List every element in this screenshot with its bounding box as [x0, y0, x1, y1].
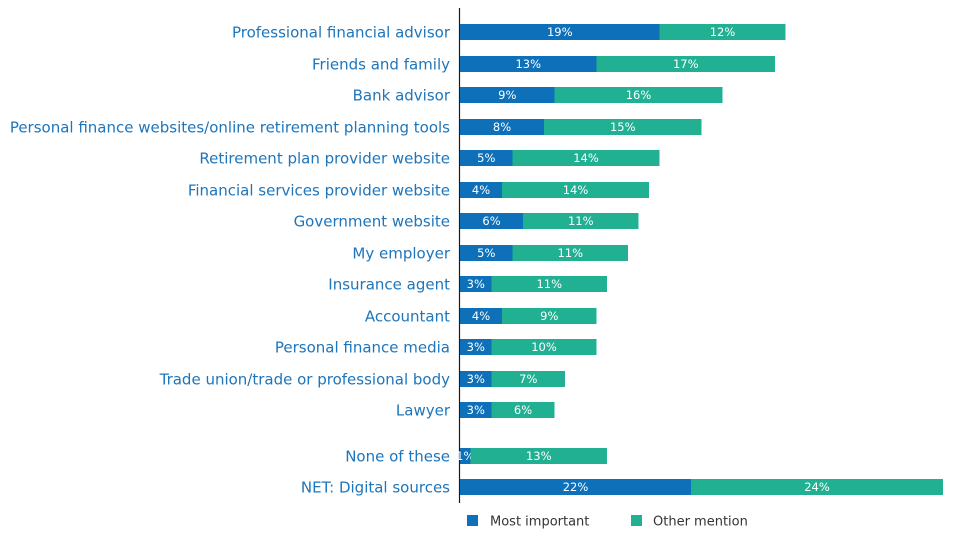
- legend-label-most-important: Most important: [490, 515, 589, 530]
- category-label-personal-finance-media: Personal finance media: [275, 339, 450, 357]
- bar-most-important-accountant: [460, 308, 502, 324]
- legend-label-other-mention: Other mention: [653, 515, 748, 530]
- data-label-most-important-government-website: 6%: [482, 214, 500, 228]
- bars-layer: 19% 12% 13% 17% 9% 16% 8% 15% 5% 14% 4% 14% 6% 11% 5% 1…: [456, 24, 943, 495]
- data-label-most-important-trade-union-trade-or-professional-body: 3%: [467, 372, 485, 386]
- bar-other-mention-personal-finance-websites-online-retirement-planning-tools: [544, 119, 702, 135]
- category-label-none-of-these: None of these: [345, 448, 450, 466]
- data-label-most-important-professional-financial-advisor: 19%: [547, 25, 573, 39]
- bar-most-important-trade-union-trade-or-professional-body: [460, 371, 492, 387]
- data-label-other-mention-personal-finance-websites-online-retirement-planning-tools: 15%: [610, 120, 636, 134]
- bar-most-important-insurance-agent: [460, 276, 492, 292]
- category-label-retirement-plan-provider-website: Retirement plan provider website: [199, 150, 450, 168]
- category-labels: Professional financial advisor Friends an…: [10, 24, 451, 497]
- bar-other-mention-trade-union-trade-or-professional-body: [491, 371, 565, 387]
- data-label-most-important-net-digital-sources: 22%: [563, 480, 589, 494]
- bar-most-important-financial-services-provider-website: [460, 182, 502, 198]
- category-label-my-employer: My employer: [352, 245, 450, 263]
- bar-most-important-my-employer: [460, 245, 513, 261]
- data-label-other-mention-insurance-agent: 11%: [536, 277, 562, 291]
- bar-other-mention-none-of-these: [470, 448, 607, 464]
- data-label-other-mention-financial-services-provider-website: 14%: [563, 183, 589, 197]
- data-label-other-mention-my-employer: 11%: [557, 246, 583, 260]
- bar-other-mention-net-digital-sources: [691, 479, 943, 495]
- data-label-most-important-none-of-these: 1%: [456, 449, 474, 463]
- bar-most-important-none-of-these: [460, 448, 471, 464]
- data-label-other-mention-lawyer: 6%: [514, 403, 532, 417]
- bar-other-mention-retirement-plan-provider-website: [512, 150, 660, 166]
- data-label-other-mention-government-website: 11%: [568, 214, 594, 228]
- bar-most-important-net-digital-sources: [460, 479, 691, 495]
- data-label-other-mention-accountant: 9%: [540, 309, 558, 323]
- bar-other-mention-financial-services-provider-website: [502, 182, 649, 198]
- bar-other-mention-lawyer: [491, 402, 555, 418]
- data-label-most-important-financial-services-provider-website: 4%: [472, 183, 490, 197]
- data-label-most-important-retirement-plan-provider-website: 5%: [477, 151, 495, 165]
- data-label-other-mention-bank-advisor: 16%: [626, 88, 652, 102]
- category-label-lawyer: Lawyer: [396, 402, 451, 420]
- bar-most-important-government-website: [460, 213, 523, 229]
- data-label-most-important-friends-and-family: 13%: [515, 57, 541, 71]
- legend-swatch-most-important: [467, 515, 478, 526]
- data-label-most-important-personal-finance-websites-online-retirement-planning-tools: 8%: [493, 120, 511, 134]
- data-label-other-mention-friends-and-family: 17%: [673, 57, 699, 71]
- data-label-most-important-my-employer: 5%: [477, 246, 495, 260]
- bar-most-important-personal-finance-media: [460, 339, 492, 355]
- bar-most-important-bank-advisor: [460, 87, 555, 103]
- data-label-most-important-insurance-agent: 3%: [467, 277, 485, 291]
- data-label-most-important-bank-advisor: 9%: [498, 88, 516, 102]
- category-label-government-website: Government website: [294, 213, 450, 231]
- data-label-most-important-accountant: 4%: [472, 309, 490, 323]
- category-label-friends-and-family: Friends and family: [312, 56, 450, 74]
- data-label-other-mention-none-of-these: 13%: [526, 449, 552, 463]
- category-label-financial-services-provider-website: Financial services provider website: [188, 182, 450, 200]
- data-label-other-mention-retirement-plan-provider-website: 14%: [573, 151, 599, 165]
- bar-most-important-personal-finance-websites-online-retirement-planning-tools: [460, 119, 544, 135]
- data-label-other-mention-net-digital-sources: 24%: [804, 480, 830, 494]
- bar-other-mention-professional-financial-advisor: [659, 24, 786, 40]
- category-label-professional-financial-advisor: Professional financial advisor: [232, 24, 451, 42]
- legend-swatch-other-mention: [631, 515, 642, 526]
- category-label-insurance-agent: Insurance agent: [328, 276, 450, 294]
- legend: Most important Other mention: [467, 515, 748, 530]
- category-label-accountant: Accountant: [365, 308, 450, 326]
- bar-other-mention-bank-advisor: [554, 87, 723, 103]
- bar-most-important-retirement-plan-provider-website: [460, 150, 513, 166]
- data-label-most-important-personal-finance-media: 3%: [467, 340, 485, 354]
- bar-other-mention-friends-and-family: [596, 56, 775, 72]
- bar-other-mention-accountant: [502, 308, 597, 324]
- category-label-bank-advisor: Bank advisor: [353, 87, 451, 105]
- bar-other-mention-personal-finance-media: [491, 339, 597, 355]
- data-label-most-important-lawyer: 3%: [467, 403, 485, 417]
- category-label-personal-finance-websites-online-retirement-planning-tools: Personal finance websites/online retirem…: [10, 119, 450, 137]
- bar-most-important-lawyer: [460, 402, 492, 418]
- bar-other-mention-insurance-agent: [491, 276, 607, 292]
- bar-other-mention-government-website: [523, 213, 639, 229]
- bar-other-mention-my-employer: [512, 245, 628, 261]
- data-label-other-mention-personal-finance-media: 10%: [531, 340, 557, 354]
- data-label-other-mention-professional-financial-advisor: 12%: [710, 25, 736, 39]
- data-label-other-mention-trade-union-trade-or-professional-body: 7%: [519, 372, 537, 386]
- bar-most-important-professional-financial-advisor: [460, 24, 660, 40]
- category-label-net-digital-sources: NET: Digital sources: [301, 479, 450, 497]
- category-label-trade-union-trade-or-professional-body: Trade union/trade or professional body: [159, 371, 450, 389]
- bar-most-important-friends-and-family: [460, 56, 597, 72]
